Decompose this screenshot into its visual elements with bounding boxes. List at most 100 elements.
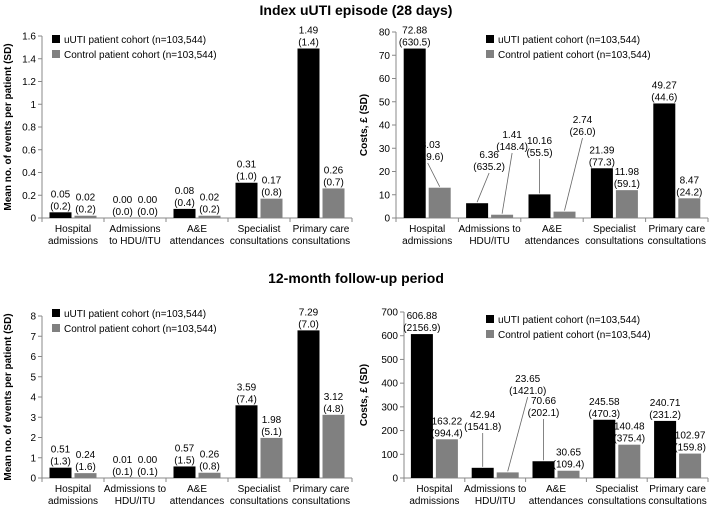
sd-label: (7.0) xyxy=(298,319,319,330)
y-tick-label: 0 xyxy=(30,474,36,485)
bar-series-2 xyxy=(615,190,638,218)
y-tick-label: 20 xyxy=(379,167,391,178)
data-label: 606.88 xyxy=(407,311,438,322)
y-tick-label: 200 xyxy=(381,426,398,437)
category-label: Hospital xyxy=(416,484,452,495)
sd-label: (231.2) xyxy=(649,410,681,421)
legend-swatch-series-2 xyxy=(52,324,60,332)
sd-label: (0.0) xyxy=(137,207,158,218)
legend-label-series-2: Control patient cohort (n=103,544) xyxy=(498,50,651,61)
data-label: 21.39 xyxy=(589,145,614,156)
data-label: 0.02 xyxy=(76,193,96,204)
y-tick-label: 100 xyxy=(381,450,398,461)
y-tick-label: 1 xyxy=(30,100,36,111)
category-label: Hospital xyxy=(55,484,91,495)
sd-label: (1541.8) xyxy=(464,422,501,433)
data-label: 72.88 xyxy=(402,26,427,37)
category-label: consultations xyxy=(588,496,646,507)
bar-series-1 xyxy=(590,168,613,218)
category-label: Admissions to xyxy=(464,484,527,495)
y-tick-label: 4 xyxy=(30,393,36,404)
legend-label-series-2: Control patient cohort (n=103,544) xyxy=(64,50,217,61)
sd-label: (159.8) xyxy=(674,443,706,454)
sd-label: (1.5) xyxy=(174,455,195,466)
y-tick-label: 300 xyxy=(381,402,398,413)
y-tick-label: 10 xyxy=(379,190,391,201)
data-label: 0.51 xyxy=(51,445,71,456)
y-tick-label: 8 xyxy=(30,312,36,323)
sd-label: (55.5) xyxy=(526,148,552,159)
category-label: consultations xyxy=(585,236,643,247)
category-label: consultations xyxy=(292,496,350,507)
category-label: HDU/ITU xyxy=(475,496,516,507)
y-tick-label: 7 xyxy=(30,332,36,343)
category-label: Primary care xyxy=(293,484,350,495)
bar-series-2 xyxy=(678,198,701,218)
y-tick-label: 1.6 xyxy=(22,32,36,43)
sd-label: (59.1) xyxy=(614,179,640,190)
bar-series-2 xyxy=(618,444,641,478)
data-label: 8.47 xyxy=(680,175,700,186)
category-label: Primary care xyxy=(649,484,706,495)
sd-label: (1.3) xyxy=(50,457,71,468)
sd-label: (219.6) xyxy=(412,152,444,163)
sd-label: (148.4) xyxy=(496,142,528,153)
sd-label: (0.0) xyxy=(112,207,133,218)
bar-series-1 xyxy=(471,467,494,478)
data-label: 0.00 xyxy=(138,455,158,466)
category-label: consultations xyxy=(648,236,706,247)
sd-label: (0.1) xyxy=(137,467,158,478)
category-label: consultations xyxy=(648,496,706,507)
bar-series-1 xyxy=(528,194,551,218)
category-label: Specialist xyxy=(593,224,636,235)
y-tick-label: 500 xyxy=(381,355,398,366)
y-tick-label: 40 xyxy=(379,121,391,132)
legend-swatch-series-1 xyxy=(486,35,494,43)
bar-series-1 xyxy=(49,212,72,218)
category-label: Hospital xyxy=(409,224,445,235)
category-label: admissions xyxy=(402,236,452,247)
category-label: Primary care xyxy=(648,224,705,235)
y-tick-label: 400 xyxy=(381,379,398,390)
sd-label: (44.6) xyxy=(651,92,677,103)
bar-series-2 xyxy=(74,473,97,478)
y-tick-label: 5 xyxy=(30,372,36,383)
category-label: Admissions to xyxy=(104,484,167,495)
category-label: consultations xyxy=(292,236,350,247)
y-tick-label: 1 xyxy=(30,453,36,464)
category-label: A&E xyxy=(187,224,207,235)
bar-series-1 xyxy=(403,48,426,218)
data-label: 3.12 xyxy=(324,392,344,403)
sd-label: (635.2) xyxy=(473,162,505,173)
sd-label: (2156.9) xyxy=(403,323,440,334)
data-label: 0.26 xyxy=(200,450,220,461)
data-label: 0.02 xyxy=(200,193,220,204)
legend-label-series-2: Control patient cohort (n=103,544) xyxy=(64,324,217,335)
bar-series-2 xyxy=(322,414,345,478)
category-label: attendances xyxy=(170,236,225,247)
sd-label: (0.7) xyxy=(323,177,344,188)
bar-series-2 xyxy=(553,211,576,218)
data-label: 163.22 xyxy=(432,416,463,427)
category-label: A&E xyxy=(542,224,562,235)
data-label: 0.31 xyxy=(237,160,257,171)
legend-swatch-series-1 xyxy=(52,35,60,43)
bar-series-1 xyxy=(173,208,196,218)
y-tick-label: 600 xyxy=(381,331,398,342)
sd-label: (0.2) xyxy=(75,205,96,216)
sd-label: (1.0) xyxy=(236,172,257,183)
data-label: 42.94 xyxy=(470,410,495,421)
y-tick-label: 0.8 xyxy=(22,123,36,134)
y-tick-label: 2 xyxy=(30,433,36,444)
data-label: 30.65 xyxy=(556,448,581,459)
category-label: admissions xyxy=(48,496,98,507)
bar-series-1 xyxy=(653,103,676,218)
bar-series-1 xyxy=(173,466,196,478)
sd-label: (470.3) xyxy=(588,409,620,420)
sd-label: (0.8) xyxy=(199,462,220,473)
sd-label: (0.2) xyxy=(50,201,71,212)
bar-series-1 xyxy=(410,334,433,478)
bar-series-1 xyxy=(235,405,258,478)
sd-label: (0.2) xyxy=(199,205,220,216)
data-label: 0.00 xyxy=(138,195,158,206)
